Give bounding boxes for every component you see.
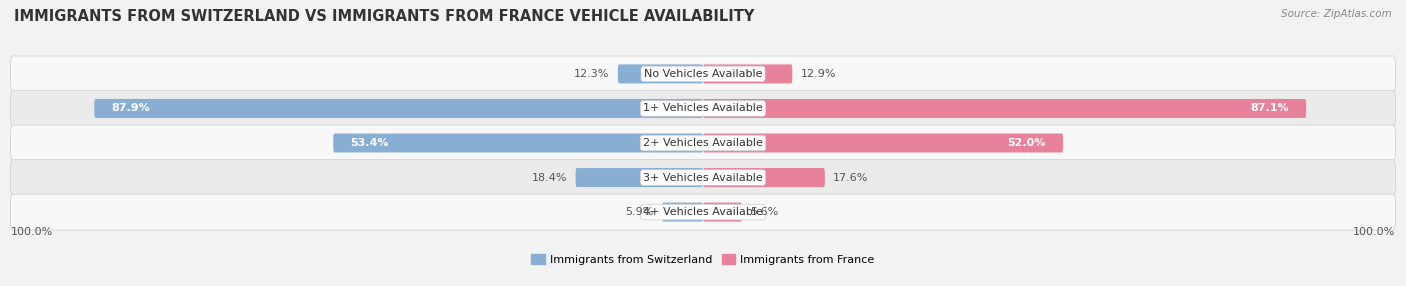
Text: 87.9%: 87.9% xyxy=(111,104,150,114)
FancyBboxPatch shape xyxy=(10,90,1396,126)
Text: 4+ Vehicles Available: 4+ Vehicles Available xyxy=(643,207,763,217)
Text: 5.6%: 5.6% xyxy=(749,207,779,217)
Text: 1+ Vehicles Available: 1+ Vehicles Available xyxy=(643,104,763,114)
Text: Source: ZipAtlas.com: Source: ZipAtlas.com xyxy=(1281,9,1392,19)
FancyBboxPatch shape xyxy=(94,99,703,118)
FancyBboxPatch shape xyxy=(10,125,1396,161)
FancyBboxPatch shape xyxy=(703,99,1306,118)
FancyBboxPatch shape xyxy=(703,134,1063,152)
Text: 100.0%: 100.0% xyxy=(10,227,53,237)
Text: IMMIGRANTS FROM SWITZERLAND VS IMMIGRANTS FROM FRANCE VEHICLE AVAILABILITY: IMMIGRANTS FROM SWITZERLAND VS IMMIGRANT… xyxy=(14,9,755,23)
Text: 5.9%: 5.9% xyxy=(626,207,654,217)
Text: 18.4%: 18.4% xyxy=(531,172,567,182)
Text: 17.6%: 17.6% xyxy=(834,172,869,182)
FancyBboxPatch shape xyxy=(575,168,703,187)
FancyBboxPatch shape xyxy=(617,64,703,84)
FancyBboxPatch shape xyxy=(10,160,1396,196)
Text: 100.0%: 100.0% xyxy=(1353,227,1396,237)
FancyBboxPatch shape xyxy=(10,194,1396,230)
FancyBboxPatch shape xyxy=(333,134,703,152)
FancyBboxPatch shape xyxy=(703,202,742,222)
FancyBboxPatch shape xyxy=(703,64,793,84)
Text: 52.0%: 52.0% xyxy=(1008,138,1046,148)
Legend: Immigrants from Switzerland, Immigrants from France: Immigrants from Switzerland, Immigrants … xyxy=(527,250,879,269)
Text: 87.1%: 87.1% xyxy=(1250,104,1289,114)
Text: 12.3%: 12.3% xyxy=(574,69,610,79)
FancyBboxPatch shape xyxy=(662,202,703,222)
Text: 3+ Vehicles Available: 3+ Vehicles Available xyxy=(643,172,763,182)
FancyBboxPatch shape xyxy=(10,56,1396,92)
Text: 2+ Vehicles Available: 2+ Vehicles Available xyxy=(643,138,763,148)
FancyBboxPatch shape xyxy=(703,168,825,187)
Text: No Vehicles Available: No Vehicles Available xyxy=(644,69,762,79)
Text: 12.9%: 12.9% xyxy=(800,69,837,79)
Text: 53.4%: 53.4% xyxy=(350,138,389,148)
